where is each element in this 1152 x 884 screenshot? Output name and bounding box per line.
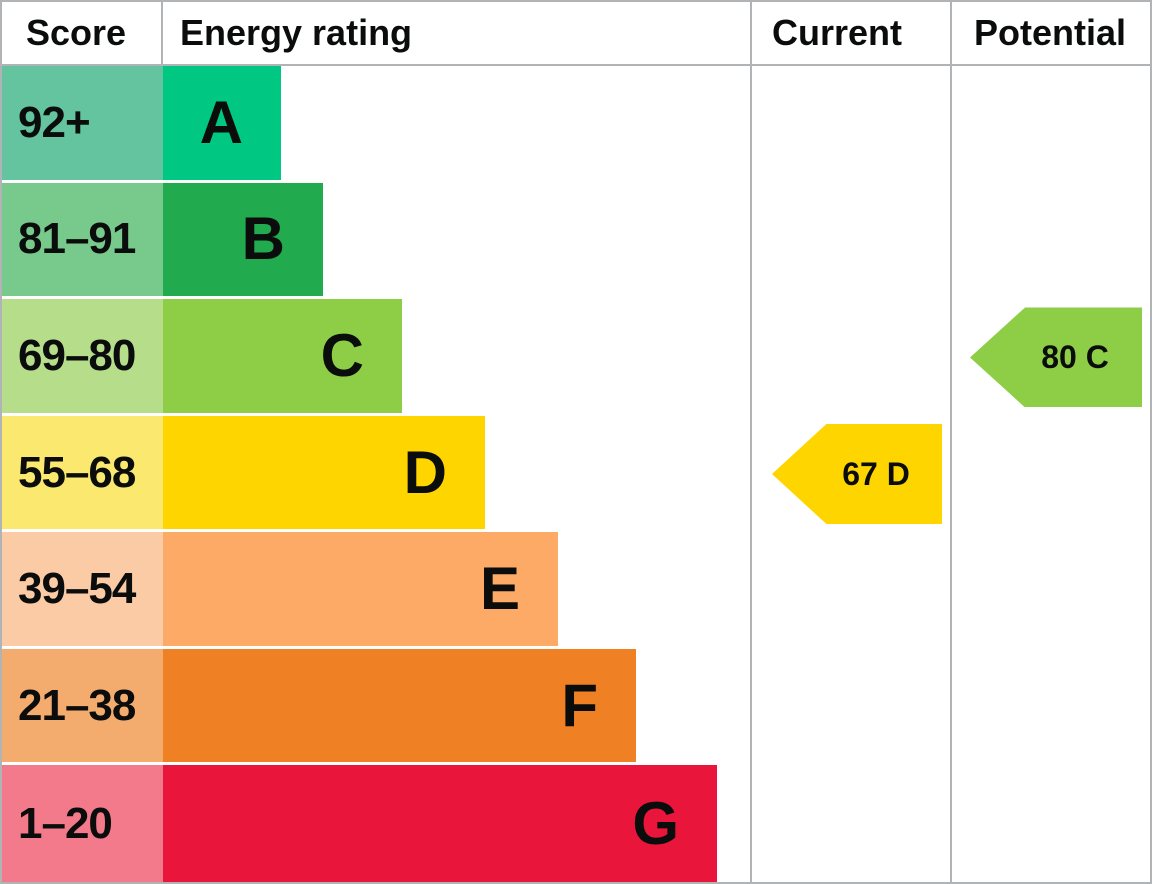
grade-letter: D [403,438,447,506]
rating-bar: B [163,182,323,297]
potential-cell [952,765,1150,882]
rating-bar-cell: C [163,299,752,416]
current-cell [752,182,952,300]
band-row-g: 1–20 G [2,765,1150,883]
rating-bar-cell: E [163,532,752,649]
rating-bar: A [163,66,281,180]
score-range-label: 39–54 [2,532,163,646]
rating-bar-cell: G [163,765,752,883]
header-energy-rating: Energy rating [163,2,752,64]
current-cell [752,648,952,766]
score-range-label: 1–20 [2,765,163,883]
score-cell: 39–54 [2,532,163,649]
potential-cell [952,649,1150,766]
rating-bar-cell: A [163,66,752,183]
grade-letter: F [561,671,598,739]
rating-bar: C [163,299,402,413]
score-cell: 55–68 [2,415,163,533]
band-row-b: 81–91 B [2,182,1150,300]
rating-bar-cell: B [163,182,752,300]
band-rows: 92+ A 81–91 B 69–80 [2,66,1150,883]
grade-letter: A [199,88,243,156]
score-cell: 21–38 [2,648,163,766]
band-row-d: 55–68 D 67 D [2,415,1150,533]
potential-cell [952,66,1150,183]
current-cell [752,765,952,883]
chart-header-row: Score Energy rating Current Potential [2,2,1150,66]
score-cell: 1–20 [2,765,163,883]
grade-letter: G [632,789,679,857]
grade-letter: B [241,205,285,273]
grade-letter: E [479,555,520,623]
current-rating-arrow: 67 D [772,424,942,525]
rating-bar: G [163,765,717,883]
header-score: Score [2,2,163,64]
rating-bar-cell: F [163,648,752,766]
score-cell: 92+ [2,66,163,183]
potential-cell: 80 C [952,299,1150,416]
rating-bar-cell: D [163,415,752,533]
header-potential: Potential [974,12,1127,53]
potential-cell [952,416,1150,533]
band-row-f: 21–38 F [2,648,1150,766]
band-row-a: 92+ A [2,66,1150,183]
potential-rating-arrow: 80 C [970,307,1142,408]
current-cell [752,66,952,183]
score-range-label: 21–38 [2,648,163,763]
potential-cell [952,532,1150,649]
score-range-label: 92+ [2,66,163,180]
score-cell: 69–80 [2,299,163,416]
rating-bar: E [163,532,558,646]
current-cell: 67 D [752,415,952,533]
grade-letter: C [320,321,364,389]
score-range-label: 69–80 [2,299,163,413]
potential-cell [952,183,1150,300]
score-cell: 81–91 [2,182,163,300]
score-range-label: 81–91 [2,182,163,297]
rating-bar: F [163,648,636,763]
rating-bar: D [163,415,485,530]
current-cell [752,299,952,416]
header-current: Current [752,2,952,64]
score-range-label: 55–68 [2,415,163,530]
band-row-e: 39–54 E [2,532,1150,649]
current-cell [752,532,952,649]
band-row-c: 69–80 C 80 C [2,299,1150,416]
